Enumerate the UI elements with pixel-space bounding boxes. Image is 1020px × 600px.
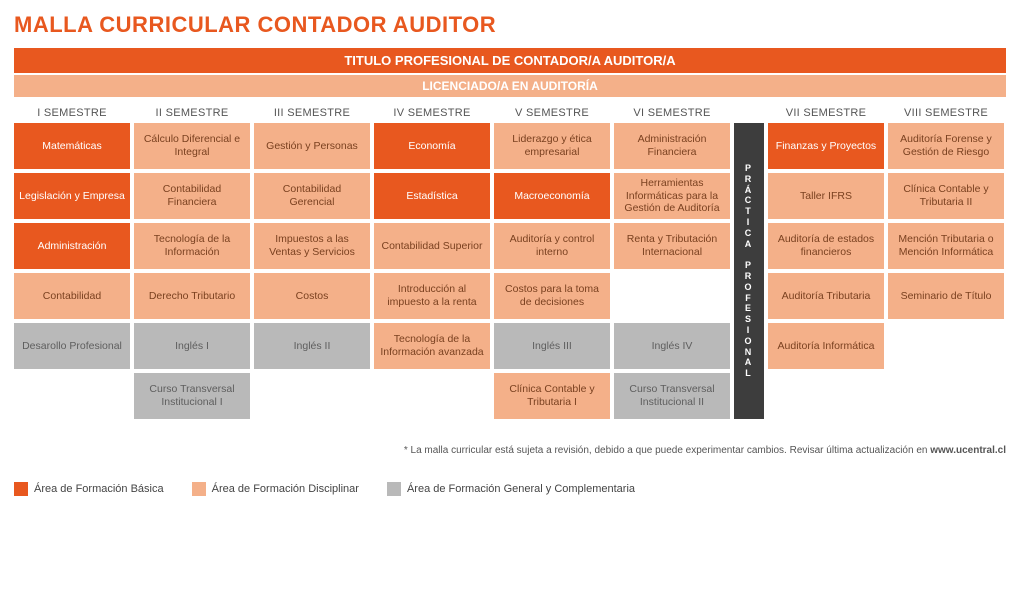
legend-item: Área de Formación Disciplinar [192, 482, 359, 496]
legend-label: Área de Formación Disciplinar [212, 483, 359, 495]
footnote: * La malla curricular está sujeta a revi… [14, 445, 1006, 456]
course-cell: Inglés III [494, 323, 610, 369]
course-cell: Costos para la toma de decisiones [494, 273, 610, 319]
course-cell: Taller IFRS [768, 173, 884, 219]
course-cell: Contabilidad Financiera [134, 173, 250, 219]
course-cell: Auditoría Forense y Gestión de Riesgo [888, 123, 1004, 169]
legend-label: Área de Formación Básica [34, 483, 164, 495]
course-cell: Seminario de Título [888, 273, 1004, 319]
course-cell: Administración Financiera [614, 123, 730, 169]
course-cell: Derecho Tributario [134, 273, 250, 319]
course-cell: Clínica Contable y Tributaria II [888, 173, 1004, 219]
legend-item: Área de Formación Básica [14, 482, 164, 496]
course-cell: Contabilidad Superior [374, 223, 490, 269]
semester-header: VII SEMESTRE [768, 101, 884, 123]
semester-header: II SEMESTRE [134, 101, 250, 123]
legend-swatch [387, 482, 401, 496]
course-cell: Gestión y Personas [254, 123, 370, 169]
course-cell: Introducción al impuesto a la renta [374, 273, 490, 319]
footnote-url: www.ucentral.cl [930, 445, 1006, 456]
course-cell: Auditoría de estados financieros [768, 223, 884, 269]
course-cell: Inglés I [134, 323, 250, 369]
practica-profesional-bar: PRÁCTICA PROFESIONAL [734, 123, 764, 419]
course-cell: Renta y Tributación Internacional [614, 223, 730, 269]
legend-swatch [14, 482, 28, 496]
course-cell: Auditoría Tributaria [768, 273, 884, 319]
course-cell: Inglés II [254, 323, 370, 369]
legend: Área de Formación Básica Área de Formació… [14, 482, 1006, 496]
course-cell: Clínica Contable y Tributaria I [494, 373, 610, 419]
course-cell: Contabilidad Gerencial [254, 173, 370, 219]
curriculum-grid: I SEMESTREII SEMESTREIII SEMESTREIV SEME… [14, 101, 1006, 419]
course-cell [614, 273, 730, 319]
course-cell: Administración [14, 223, 130, 269]
legend-label: Área de Formación General y Complementar… [407, 483, 635, 495]
semester-header: V SEMESTRE [494, 101, 610, 123]
course-cell: Mención Tributaria o Mención Informática [888, 223, 1004, 269]
course-cell: Economía [374, 123, 490, 169]
banner-titulo-profesional: TITULO PROFESIONAL DE CONTADOR/A AUDITOR… [14, 48, 1006, 73]
course-cell: Cálculo Diferencial e Integral [134, 123, 250, 169]
course-cell: Estadística [374, 173, 490, 219]
course-cell: Costos [254, 273, 370, 319]
course-cell: Matemáticas [14, 123, 130, 169]
course-cell: Auditoría Informática [768, 323, 884, 369]
legend-item: Área de Formación General y Complementar… [387, 482, 635, 496]
course-cell: Tecnología de la Información avanzada [374, 323, 490, 369]
semester-header: VIII SEMESTRE [888, 101, 1004, 123]
semester-header: VI SEMESTRE [614, 101, 730, 123]
course-cell: Inglés IV [614, 323, 730, 369]
semester-header: I SEMESTRE [14, 101, 130, 123]
legend-swatch [192, 482, 206, 496]
course-cell: Contabilidad [14, 273, 130, 319]
semester-header: III SEMESTRE [254, 101, 370, 123]
course-cell: Desarollo Profesional [14, 323, 130, 369]
semester-header: IV SEMESTRE [374, 101, 490, 123]
course-cell: Legislación y Empresa [14, 173, 130, 219]
course-cell: Auditoría y control interno [494, 223, 610, 269]
course-cell: Impuestos a las Ventas y Servicios [254, 223, 370, 269]
banner-licenciado: LICENCIADO/A EN AUDITORÍA [14, 75, 1006, 97]
course-cell: Tecnología de la Información [134, 223, 250, 269]
footnote-text: * La malla curricular está sujeta a revi… [404, 445, 930, 456]
course-cell: Finanzas y Proyectos [768, 123, 884, 169]
course-cell: Herramientas Informáticas para la Gestió… [614, 173, 730, 219]
page-title: MALLA CURRICULAR CONTADOR AUDITOR [14, 12, 1006, 38]
course-cell: Macroeconomía [494, 173, 610, 219]
course-cell: Liderazgo y ética empresarial [494, 123, 610, 169]
spacer [734, 101, 764, 123]
course-cell: Curso Transversal Institucional I [134, 373, 250, 419]
course-cell: Curso Transversal Institucional II [614, 373, 730, 419]
